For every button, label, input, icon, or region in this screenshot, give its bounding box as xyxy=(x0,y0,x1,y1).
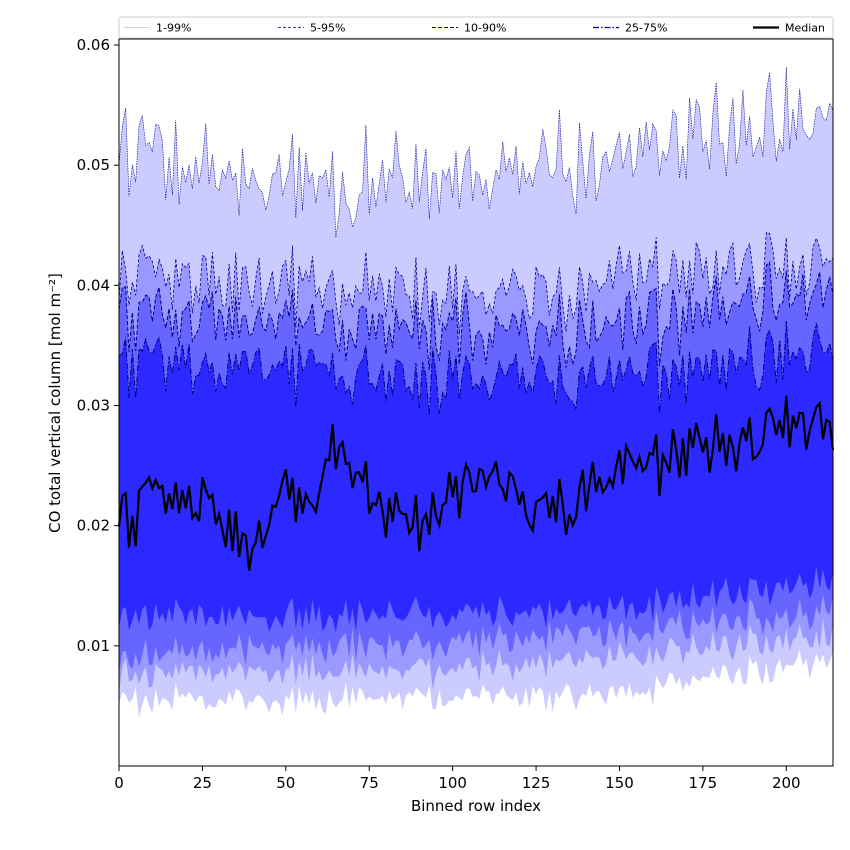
y-tick-label: 0.06 xyxy=(77,36,110,54)
line-75 xyxy=(118,320,834,416)
axes-border xyxy=(118,38,834,767)
legend-entry-25-75: 25-75% xyxy=(593,22,667,35)
legend-entry-10-90: 10-90% xyxy=(432,22,506,35)
plot-area xyxy=(117,67,835,718)
y-axis-title: CO total vertical column [mol m⁻²] xyxy=(46,273,64,533)
legend-label: 1-99% xyxy=(156,22,191,35)
x-tick-label: 175 xyxy=(689,774,718,792)
legend-entry-5-95: 5-95% xyxy=(278,22,345,35)
y-tick-label: 0.05 xyxy=(77,156,110,174)
x-tick-label: 150 xyxy=(605,774,634,792)
x-tick-label: 200 xyxy=(772,774,801,792)
legend-label: 5-95% xyxy=(310,22,345,35)
median-line xyxy=(117,395,835,571)
legend-label: 10-90% xyxy=(464,22,506,35)
x-tick-label: 25 xyxy=(193,774,212,792)
y-tick-label: 0.02 xyxy=(77,517,110,535)
y-axis: 0.01 0.02 0.03 0.04 0.05 0.06 xyxy=(77,36,119,655)
x-tick-label: 50 xyxy=(276,774,295,792)
x-axis-title: Binned row index xyxy=(411,797,541,815)
x-axis: 0 25 50 75 100 125 150 175 200 xyxy=(114,766,801,792)
x-tick-label: 100 xyxy=(438,774,467,792)
legend-entry-median: Median xyxy=(753,22,825,35)
legend-label: 25-75% xyxy=(625,22,667,35)
legend-entry-1-99: 1-99% xyxy=(124,22,191,35)
y-tick-label: 0.03 xyxy=(77,397,110,415)
band-25-75 xyxy=(119,320,833,633)
legend: 1-99% 5-95% 10-90% 25-75% Median xyxy=(118,16,834,39)
x-tick-label: 75 xyxy=(360,774,379,792)
y-tick-label: 0.04 xyxy=(77,276,110,294)
line-90 xyxy=(118,261,834,371)
legend-box xyxy=(118,16,834,39)
line-99 xyxy=(118,67,834,238)
legend-label: Median xyxy=(785,22,825,35)
axes-frame xyxy=(118,38,834,767)
y-tick-label: 0.01 xyxy=(77,637,110,655)
x-tick-label: 0 xyxy=(114,774,124,792)
x-tick-label: 125 xyxy=(522,774,551,792)
